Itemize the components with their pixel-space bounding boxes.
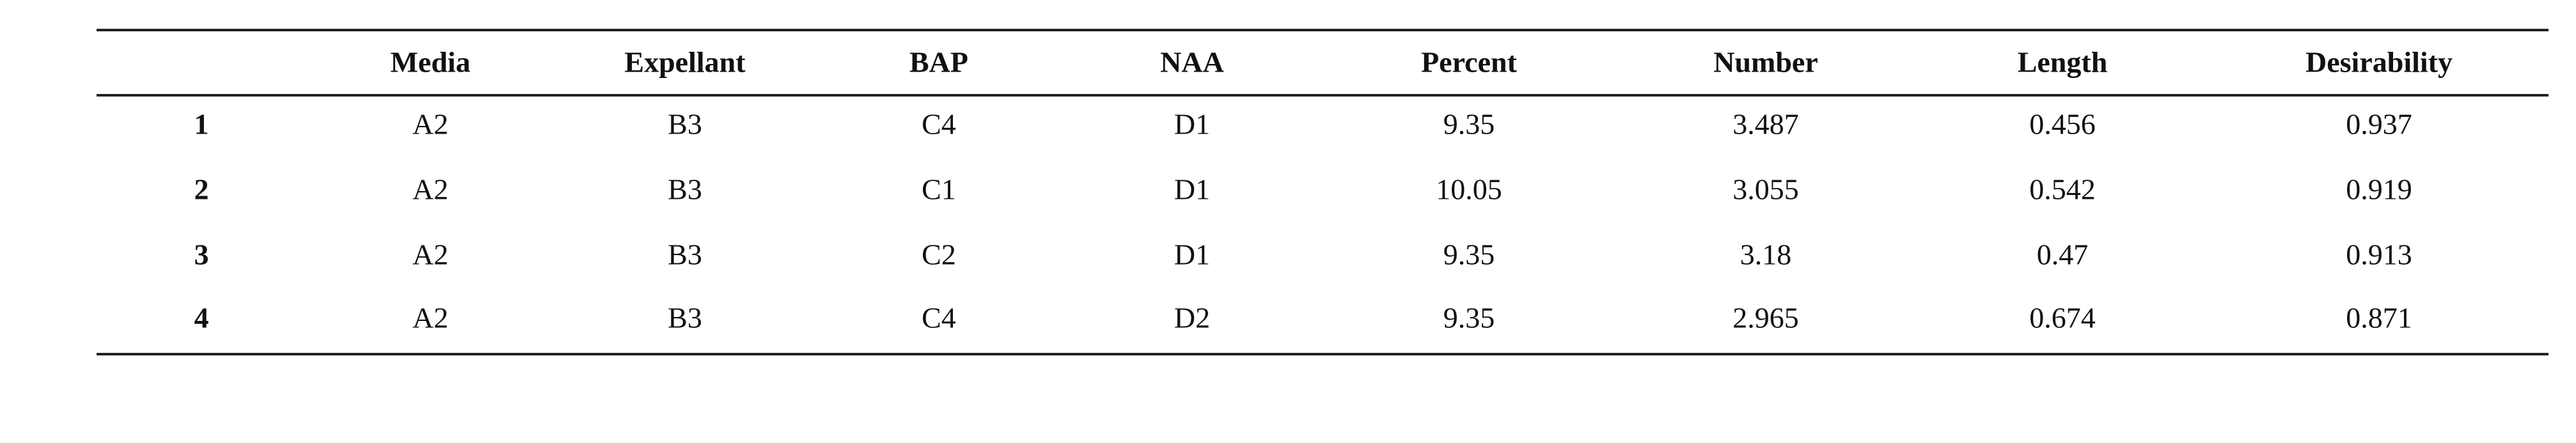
table-cell: A2 bbox=[412, 238, 448, 271]
column-header: Desirability bbox=[2305, 46, 2453, 79]
column-header: Length bbox=[2018, 46, 2108, 79]
row-label: 4 bbox=[194, 302, 209, 334]
table-cell: B3 bbox=[668, 173, 702, 206]
table-cell: D1 bbox=[1174, 173, 1210, 206]
table-cell: 9.35 bbox=[1443, 238, 1495, 271]
row-label: 3 bbox=[194, 238, 209, 271]
table-cell: 0.913 bbox=[2346, 238, 2412, 271]
table-cell: C4 bbox=[922, 108, 956, 141]
table-cell: A2 bbox=[412, 173, 448, 206]
table-cell: B3 bbox=[668, 302, 702, 334]
table-cell: 0.456 bbox=[2029, 108, 2096, 141]
table-cell: A2 bbox=[412, 302, 448, 334]
column-header: Percent bbox=[1421, 46, 1518, 79]
table-cell: 10.05 bbox=[1436, 173, 1502, 206]
column-header: BAP bbox=[909, 46, 968, 79]
table-cell: 0.871 bbox=[2346, 302, 2412, 334]
table-cell: C2 bbox=[922, 238, 956, 271]
table-cell: 9.35 bbox=[1443, 108, 1495, 141]
column-header: Number bbox=[1713, 46, 1818, 79]
table-cell: D1 bbox=[1174, 108, 1210, 141]
table-cell: 0.919 bbox=[2346, 173, 2412, 206]
column-header: Expellant bbox=[624, 46, 746, 79]
table-cell: 9.35 bbox=[1443, 302, 1495, 334]
column-header: NAA bbox=[1160, 46, 1224, 79]
table-cell: 0.47 bbox=[2037, 238, 2089, 271]
table-cell: 0.674 bbox=[2029, 302, 2096, 334]
table-cell: 3.055 bbox=[1732, 173, 1799, 206]
table-cell: 2.965 bbox=[1732, 302, 1799, 334]
table-cell: A2 bbox=[412, 108, 448, 141]
table-cell: D1 bbox=[1174, 238, 1210, 271]
row-label: 1 bbox=[194, 108, 209, 141]
table-cell: 0.542 bbox=[2029, 173, 2096, 206]
table-cell: 3.18 bbox=[1740, 238, 1792, 271]
table-cell: 3.487 bbox=[1732, 108, 1799, 141]
table-cell: B3 bbox=[668, 108, 702, 141]
table-cell: C1 bbox=[922, 173, 956, 206]
table-cell: 0.937 bbox=[2346, 108, 2412, 141]
table-cell: C4 bbox=[922, 302, 956, 334]
table-cell: D2 bbox=[1174, 302, 1210, 334]
row-label: 2 bbox=[194, 173, 209, 206]
table-cell: B3 bbox=[668, 238, 702, 271]
column-header: Media bbox=[390, 46, 470, 79]
